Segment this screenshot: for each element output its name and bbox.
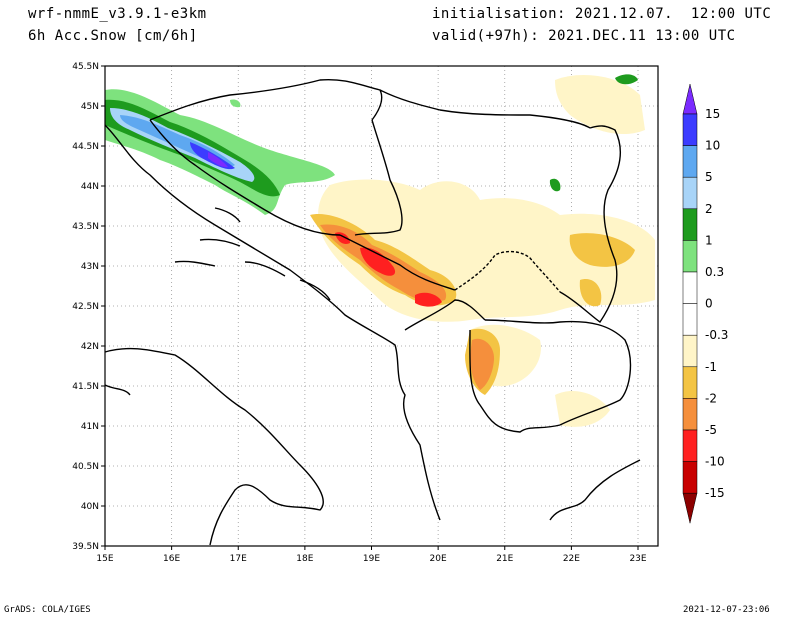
colorbar-segment xyxy=(682,113,698,146)
border-bosnia-croatia xyxy=(149,78,383,121)
colorbar-label: -15 xyxy=(705,486,725,500)
coastline-east-adriatic xyxy=(104,124,441,521)
colorbar-label: 0 xyxy=(705,297,713,311)
y-tick-label: 44.5N xyxy=(72,142,99,152)
colorbar-segment xyxy=(682,271,698,304)
y-tick-label: 41.5N xyxy=(72,382,99,392)
field-orange-2 xyxy=(470,338,495,390)
colorbar-label: -2 xyxy=(705,391,717,405)
border-montenegro xyxy=(339,234,456,291)
plot-frame xyxy=(104,65,659,547)
y-tick-label: 45N xyxy=(81,102,99,112)
colorbar: 15 10 5 2 1 0.3 0 -0.3 -1 -2 -5 -10 -15 xyxy=(682,83,728,524)
x-tick-label: 18E xyxy=(296,554,313,564)
y-tick-label: 43.5N xyxy=(72,222,99,232)
variable-label: 6h Acc.Snow [cm/6h] xyxy=(28,28,198,44)
y-tick-label: 42N xyxy=(81,342,99,352)
coastlines-borders xyxy=(104,78,641,546)
colorbar-label: -1 xyxy=(705,360,717,374)
lon-tick-labels: 15E 16E 17E 18E 19E 20E 21E 22E 23E xyxy=(96,554,646,564)
snow-fields xyxy=(105,74,655,427)
colorbar-segment xyxy=(682,303,698,336)
x-tick-label: 20E xyxy=(430,554,447,564)
border-bulgaria xyxy=(559,125,621,323)
colorbar-label: 10 xyxy=(705,139,720,153)
colorbar-segment xyxy=(682,429,698,462)
field-orange-1 xyxy=(569,233,635,267)
x-tick-label: 16E xyxy=(163,554,180,564)
island xyxy=(199,238,241,247)
colorbar-label: 2 xyxy=(705,202,713,216)
lat-tick-labels: 45.5N 45N 44.5N 44N 43.5N 43N 42.5N 42N 41.5N 41N… xyxy=(72,62,99,552)
field-red xyxy=(360,247,396,276)
colorbar-segment xyxy=(682,461,698,494)
field-red xyxy=(415,292,442,307)
x-tick-label: 19E xyxy=(363,554,380,564)
border-macedonia xyxy=(484,319,632,426)
colorbar-segment xyxy=(682,145,698,178)
x-tick-label: 15E xyxy=(96,554,113,564)
colorbar-segment xyxy=(682,176,698,210)
colorbar-segment xyxy=(682,208,698,241)
colorbar-label: 1 xyxy=(705,233,713,247)
border-serbia-bosnia xyxy=(354,119,403,236)
colorbar-segment xyxy=(682,334,698,368)
coastline-gargano xyxy=(104,384,131,396)
y-tick-label: 41N xyxy=(81,422,99,432)
field-orange-1 xyxy=(579,279,602,307)
y-tick-label: 44N xyxy=(81,182,99,192)
field-purple xyxy=(208,152,228,168)
island xyxy=(299,279,331,301)
model-label: wrf-nmmE_v3.9.1-e3km xyxy=(28,6,207,22)
colorbar-label: -10 xyxy=(705,455,725,469)
colorbar-label: -5 xyxy=(705,423,717,437)
border-albania-greece xyxy=(469,329,561,433)
border-bosnia-west xyxy=(149,119,341,236)
coastline-italy xyxy=(104,347,324,546)
field-light-yellow xyxy=(555,390,610,427)
y-tick-label: 42.5N xyxy=(72,302,99,312)
border-serbia-romania xyxy=(379,89,591,129)
coastline-greece xyxy=(549,459,641,521)
border-albania-north xyxy=(404,299,486,331)
colorbar-label: 5 xyxy=(705,170,713,184)
y-tick-label: 40.5N xyxy=(72,462,99,472)
colorbar-bottom-arrow xyxy=(682,492,698,524)
island xyxy=(244,261,286,277)
border-kosovo-serbia xyxy=(454,250,561,293)
colorbar-top-arrow xyxy=(682,83,698,115)
x-tick-label: 22E xyxy=(563,554,580,564)
island xyxy=(174,260,216,267)
x-tick-label: 17E xyxy=(230,554,247,564)
island xyxy=(214,207,241,223)
y-tick-label: 45.5N xyxy=(72,62,99,72)
colorbar-segment xyxy=(682,366,698,399)
colorbar-label: -0.3 xyxy=(705,328,728,342)
x-tick-label: 23E xyxy=(629,554,646,564)
footer-timestamp: 2021-12-07-23:06 xyxy=(683,605,770,615)
colorbar-segment xyxy=(682,240,698,273)
valid-time-label: valid(+97h): 2021.DEC.11 13:00 UTC xyxy=(432,28,736,44)
colorbar-segment xyxy=(682,398,698,431)
field-light-yellow xyxy=(555,75,645,135)
field-green-patch xyxy=(615,74,638,85)
colorbar-label: 0.3 xyxy=(705,265,724,279)
colorbar-label: 15 xyxy=(705,107,720,121)
y-tick-label: 43N xyxy=(81,262,99,272)
field-green-patch xyxy=(230,99,241,108)
footer-grads-credit: GrADS: COLA/IGES xyxy=(4,605,91,615)
y-tick-label: 40N xyxy=(81,502,99,512)
x-tick-label: 21E xyxy=(496,554,513,564)
initialisation-label: initialisation: 2021.12.07. 12:00 UTC xyxy=(432,6,772,22)
y-tick-label: 39.5N xyxy=(72,542,99,552)
field-green-patch xyxy=(549,178,561,192)
